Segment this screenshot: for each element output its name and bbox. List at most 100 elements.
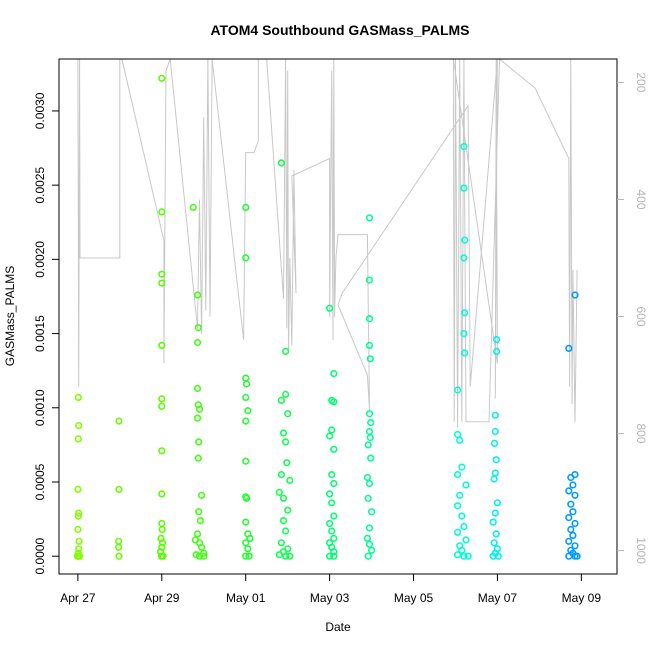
data-point [454,528,462,537]
data-point [460,254,468,262]
data-point [158,402,166,410]
data-point [454,502,462,510]
data-point [114,537,123,545]
data-point [275,551,283,559]
series-10 [565,291,581,560]
data-point [282,527,290,535]
x-tick-label: May 07 [478,591,518,605]
data-point [242,552,250,560]
data-point [330,370,338,378]
data-point [454,551,462,559]
data-point [157,552,165,560]
y2-tick-label: 200 [634,72,648,92]
data-point [74,512,82,520]
series-6 [326,304,338,560]
data-point [277,396,286,405]
data-point [569,531,577,540]
data-point [365,410,374,418]
data-point [158,341,166,350]
data-point [279,516,288,525]
series-5 [275,159,294,560]
series-2 [156,74,167,560]
pressure-track [77,57,578,428]
data-point [158,270,166,278]
y2-tick-label: 1000 [634,537,648,564]
data-point [366,355,374,363]
data-point [365,341,374,350]
x-tick-label: May 01 [226,591,266,605]
data-point [454,471,462,479]
data-point [158,208,166,216]
series-8 [454,143,472,560]
series-1 [114,417,123,560]
data-point [74,485,82,494]
data-point [494,552,502,560]
x-tick-label: Apr 29 [144,591,180,605]
data-point [460,330,468,338]
data-point [456,491,464,499]
data-point [189,203,197,211]
data-point [491,469,499,477]
data-point [330,512,338,520]
data-point [462,481,470,489]
data-point [365,315,374,323]
series-0 [73,393,84,560]
data-point [330,445,338,453]
data-point [242,254,250,262]
data-point [277,159,286,167]
data-point [326,552,334,560]
data-point [158,543,166,551]
data-point [365,427,374,436]
data-point [565,537,573,545]
data-point [158,525,166,534]
data-point [195,552,204,560]
data-point [242,374,250,382]
data-point [492,530,500,538]
data-point [193,291,202,299]
data-point [277,471,286,479]
x-axis: Apr 27 Apr 29 May 01 May 03 May 05 May 07 May … [60,574,601,605]
y-axis-label: GASMass_PALMS [3,266,17,366]
data-point [115,485,123,494]
data-point [464,552,472,560]
y2-tick-label: 800 [634,423,648,443]
y-tick-label: 0.0030 [33,92,47,129]
y-tick-label: 0.0020 [33,241,47,278]
data-point [460,522,468,531]
data-point [492,456,500,464]
data-point [75,509,83,517]
data-point [330,398,338,406]
data-point [493,335,501,344]
y2-tick-label: 600 [634,306,648,326]
data-point [326,490,334,498]
data-point [282,390,290,399]
data-point [363,473,372,482]
data-point [115,552,123,560]
data-point [158,279,166,287]
series-4 [242,203,254,560]
data-point [458,546,466,554]
data-point [284,506,292,514]
data-point [284,410,292,418]
data-point [159,539,167,547]
data-point [458,463,466,471]
data-point [198,491,206,499]
data-point [328,426,336,434]
y-tick-label: 0.0025 [33,167,47,204]
data-point [569,508,577,516]
data-point [328,471,336,479]
data-point [73,552,82,560]
data-point [571,519,579,528]
data-point [490,475,498,483]
x-tick-label: May 05 [394,591,434,605]
data-point [195,508,203,516]
data-point [200,552,208,560]
data-point [489,518,497,526]
data-point [490,439,499,448]
data-point [158,490,166,498]
data-point [460,184,468,192]
data-point [567,473,575,482]
data-point [195,405,204,413]
data-point [569,481,577,489]
data-point [74,435,82,443]
